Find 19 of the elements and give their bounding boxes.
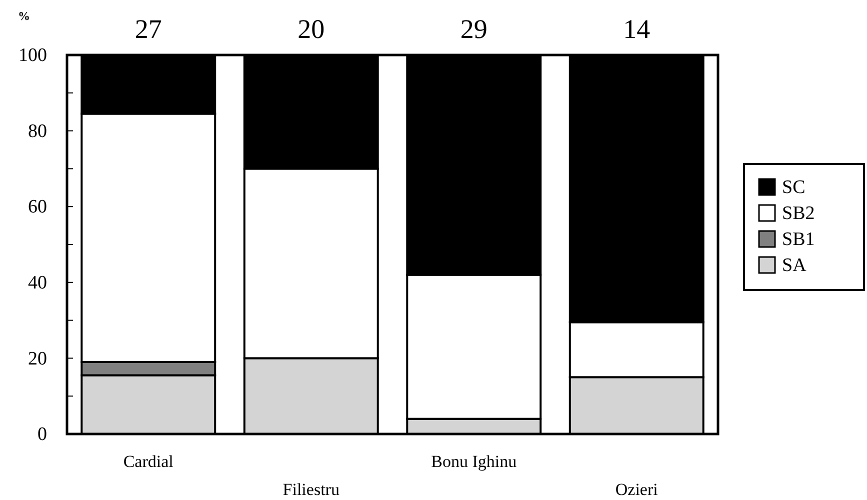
y-axis-title: % xyxy=(18,9,30,23)
x-tick-label: Bonu Ighinu xyxy=(431,452,518,471)
y-tick-label: 100 xyxy=(18,45,47,66)
legend-label: SB2 xyxy=(782,203,815,224)
text: 20 xyxy=(298,14,325,44)
y-tick-label: 40 xyxy=(28,272,47,294)
x-tick-label: Filiestru xyxy=(282,480,340,499)
text: 27 xyxy=(134,14,162,44)
y-tick-label: 60 xyxy=(28,196,47,218)
text: 29 xyxy=(460,14,488,44)
y-tick-label: 20 xyxy=(28,348,47,370)
legend-label: SB1 xyxy=(782,229,815,250)
legend-label: SA xyxy=(782,255,807,276)
y-tick-label: 80 xyxy=(28,120,47,142)
x-tick-label: Ozieri xyxy=(615,480,658,499)
x-tick-label: Cardial xyxy=(123,452,174,471)
legend-label: SC xyxy=(782,177,806,198)
text: 14 xyxy=(623,14,651,44)
y-tick-label: 0 xyxy=(38,424,47,446)
